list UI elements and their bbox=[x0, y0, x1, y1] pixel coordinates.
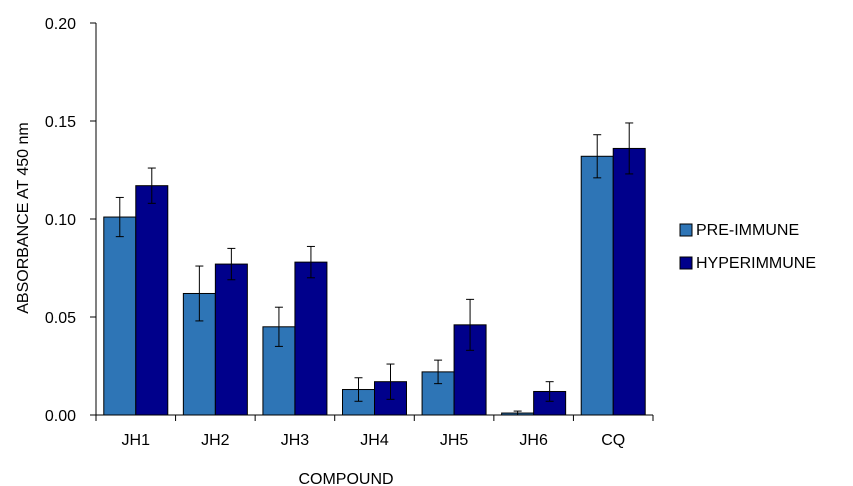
bars-layer bbox=[103, 147, 646, 416]
axes-layer bbox=[95, 23, 653, 416]
bar-hyperimmune-jh1 bbox=[135, 185, 169, 416]
legend: PRE-IMMUNE HYPERIMMUNE bbox=[679, 222, 816, 272]
legend-swatch-hyperimmune bbox=[679, 256, 693, 270]
y-tick-label: 0.00 bbox=[45, 408, 76, 425]
bar-pre-immune-cq bbox=[580, 155, 614, 416]
bar-hyperimmune-cq bbox=[612, 147, 646, 416]
x-tick-label: JH2 bbox=[201, 432, 230, 449]
y-tick-label: 0.10 bbox=[45, 212, 76, 229]
x-ticks-layer: JH1 JH2 JH3 JH4 JH5 JH6 CQ bbox=[95, 415, 654, 449]
legend-swatch-pre-immune bbox=[679, 223, 693, 237]
error-bars-layer bbox=[115, 122, 634, 416]
y-tick-label: 0.05 bbox=[45, 310, 76, 327]
x-tick-label: JH5 bbox=[440, 432, 469, 449]
bar-pre-immune-jh1 bbox=[103, 216, 137, 416]
x-tick-label: CQ bbox=[601, 432, 625, 449]
legend-label-pre-immune: PRE-IMMUNE bbox=[696, 222, 799, 239]
y-ticks-layer: 0.00 0.05 0.10 0.15 0.20 bbox=[45, 16, 96, 425]
y-axis-title: ABSORBANCE AT 450 nm bbox=[15, 122, 32, 313]
x-tick-label: JH6 bbox=[519, 432, 548, 449]
bar-hyperimmune-jh2 bbox=[214, 263, 248, 416]
y-tick-label: 0.15 bbox=[45, 114, 76, 131]
bar-hyperimmune-jh3 bbox=[294, 261, 328, 416]
x-tick-label: JH1 bbox=[122, 432, 151, 449]
x-axis-title: COMPOUND bbox=[298, 471, 393, 486]
x-tick-label: JH4 bbox=[360, 432, 389, 449]
x-tick-label: JH3 bbox=[281, 432, 310, 449]
legend-label-hyperimmune: HYPERIMMUNE bbox=[696, 255, 816, 272]
y-tick-label: 0.20 bbox=[45, 16, 76, 33]
